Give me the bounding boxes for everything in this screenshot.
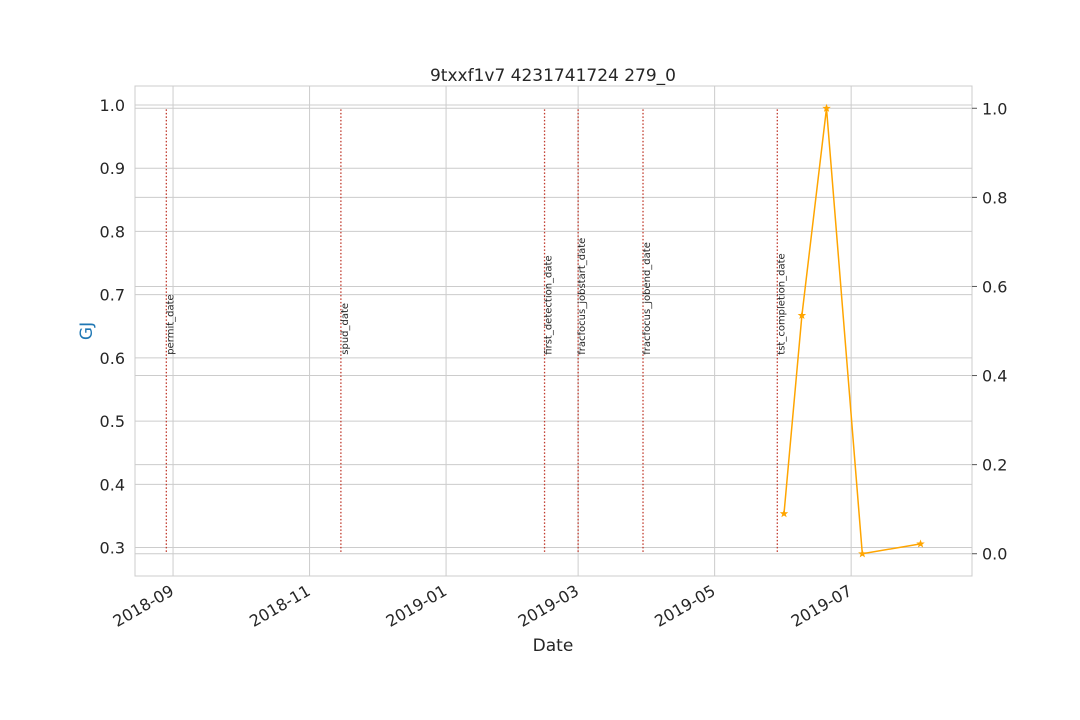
series-point (916, 539, 925, 548)
series-point (779, 509, 789, 518)
event-label: permit_date (165, 294, 176, 354)
event-layer: permit_date spud_date first_detection_date… (165, 109, 787, 554)
series-line (783, 108, 921, 555)
y-tick-label-left: 0.8 (100, 222, 125, 241)
event-label: first_detection_date (544, 255, 555, 354)
y-tick-label-left: 0.3 (100, 539, 125, 558)
y-tick-label-right: 0.2 (982, 456, 1007, 475)
y-tick-label-right: 0.6 (982, 277, 1007, 296)
series-layer (779, 103, 925, 558)
x-tick-label: 2018-11 (246, 581, 313, 631)
y-tick-label-right: 0.4 (982, 367, 1007, 386)
y-tick-label-right: 0.8 (982, 188, 1007, 207)
y-tick-label-left: 0.5 (100, 412, 125, 431)
y-axis-label: GJ (77, 322, 97, 340)
y-tick-label-left: 0.6 (100, 349, 125, 368)
series-point (822, 103, 831, 112)
y-tick-label-left: 1.0 (100, 96, 125, 115)
series-point (858, 549, 867, 558)
x-tick-label: 2019-07 (788, 581, 855, 631)
chart-title: 9txxf1v7 4231741724 279_0 (430, 66, 676, 86)
grid-layer (135, 86, 972, 576)
tick-layer: 2018-09 2018-11 2019-01 2019-03 2019-05 2019-… (100, 96, 1008, 631)
event-label: tst_completion_date (776, 253, 787, 354)
event-label: spud_date (340, 303, 351, 355)
x-tick-label: 2019-01 (383, 581, 450, 631)
x-tick-label: 2019-03 (515, 581, 582, 631)
x-axis-label: Date (533, 636, 574, 656)
x-tick-label: 2019-05 (651, 581, 718, 631)
x-tick-label: 2018-09 (110, 581, 177, 631)
plot-frame (134, 85, 973, 577)
y-tick-label-right: 0.0 (982, 545, 1007, 564)
y-tick-label-left: 0.9 (100, 159, 125, 178)
event-label: fracfocus_jobend_date (642, 242, 653, 355)
y-tick-label-left: 0.7 (100, 286, 125, 305)
series-point (797, 310, 807, 320)
event-label: fracfocus_jobstart_date (577, 238, 588, 355)
y-tick-label-right: 1.0 (982, 99, 1007, 118)
y-tick-label-left: 0.4 (100, 475, 125, 494)
